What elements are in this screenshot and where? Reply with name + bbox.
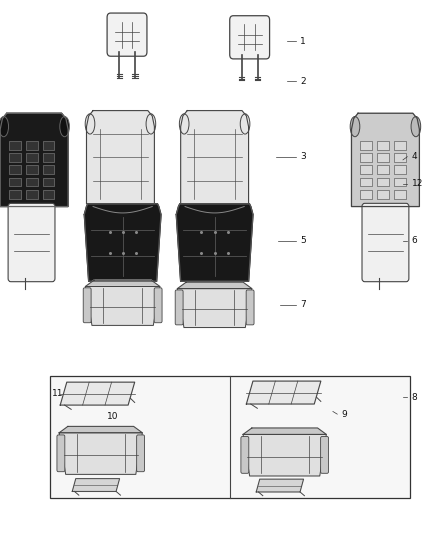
Polygon shape [246,381,321,404]
Bar [42,141,54,150]
Polygon shape [87,111,154,204]
Bar [377,177,389,187]
Ellipse shape [240,114,250,134]
Bar [360,141,372,150]
FancyBboxPatch shape [321,437,328,473]
Bar [26,165,38,174]
FancyBboxPatch shape [175,290,183,325]
Bar [9,190,21,199]
Text: 9: 9 [342,410,347,418]
Text: 8: 8 [412,393,417,401]
Bar [42,177,54,187]
Polygon shape [59,426,142,433]
Bar [26,141,38,150]
FancyBboxPatch shape [83,288,91,322]
Text: 1: 1 [300,37,306,45]
Ellipse shape [411,117,420,137]
Bar [394,153,406,162]
Polygon shape [243,434,326,476]
Bar [42,165,54,174]
FancyBboxPatch shape [57,435,65,472]
Ellipse shape [146,114,156,134]
Bar [360,153,372,162]
Text: 7: 7 [300,301,306,309]
Polygon shape [180,111,249,204]
Bar [9,153,21,162]
Polygon shape [85,280,160,287]
Bar [377,153,389,162]
Bar [42,190,54,199]
Bar [42,153,54,162]
FancyBboxPatch shape [230,15,269,59]
Bar [394,177,406,187]
Ellipse shape [180,114,189,134]
Bar [360,165,372,174]
Bar [394,141,406,150]
Polygon shape [85,287,160,325]
Text: 11: 11 [52,389,63,398]
Polygon shape [59,433,142,474]
Bar [9,141,21,150]
Polygon shape [243,428,326,434]
Ellipse shape [60,117,69,137]
Text: 5: 5 [300,237,306,245]
Text: 10: 10 [107,413,119,421]
Polygon shape [177,289,252,327]
Ellipse shape [350,117,360,137]
FancyBboxPatch shape [8,203,55,281]
FancyBboxPatch shape [362,203,409,281]
Ellipse shape [85,114,95,134]
Polygon shape [72,479,120,491]
FancyBboxPatch shape [241,437,249,473]
FancyBboxPatch shape [137,435,145,472]
Bar [9,165,21,174]
FancyBboxPatch shape [154,288,162,322]
Bar [26,153,38,162]
Text: 4: 4 [412,152,417,161]
Bar [360,177,372,187]
FancyBboxPatch shape [107,13,147,56]
Polygon shape [177,282,252,289]
Bar [394,190,406,199]
Bar [377,165,389,174]
Text: 3: 3 [300,152,306,161]
FancyBboxPatch shape [246,290,254,325]
Polygon shape [351,114,419,207]
Bar [360,190,372,199]
Polygon shape [60,382,135,405]
Text: 2: 2 [300,77,306,85]
Polygon shape [256,479,304,492]
Ellipse shape [0,117,9,137]
Bar [50,376,410,498]
Bar [377,190,389,199]
Polygon shape [0,114,68,207]
Bar [377,141,389,150]
Polygon shape [176,204,253,281]
Bar [26,190,38,199]
Bar [394,165,406,174]
Bar [26,177,38,187]
Text: 12: 12 [412,180,423,188]
Polygon shape [84,204,161,281]
Bar [9,177,21,187]
Text: 6: 6 [412,237,417,245]
